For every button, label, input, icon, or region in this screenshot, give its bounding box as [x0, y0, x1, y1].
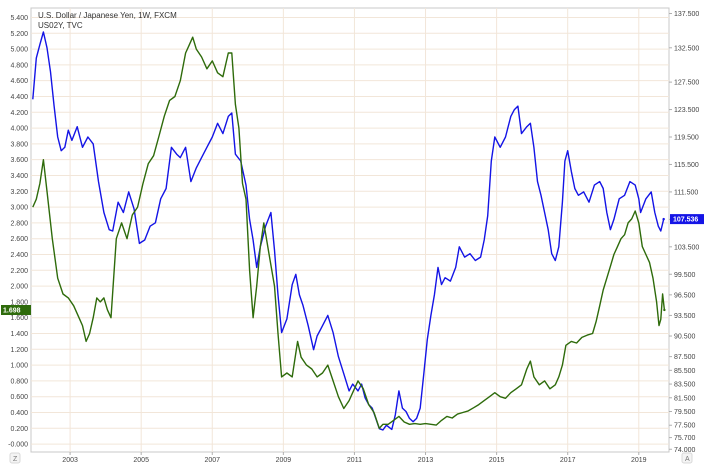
right-tick-label: 75.700 — [674, 435, 696, 442]
left-tick-label: 2.400 — [10, 252, 28, 259]
right-tick-label: 137.500 — [674, 11, 699, 18]
left-tick-label: 1.200 — [10, 347, 28, 354]
left-last-value-bg — [1, 305, 31, 315]
timezone-button-bg — [9, 452, 21, 464]
left-price-axis[interactable]: -0.000 0.200 0.400 0.600 0.800 1.000 1.200 1.40… — [8, 15, 28, 449]
right-tick-label: 87.500 — [674, 354, 696, 361]
right-tick-label: 111.500 — [674, 189, 698, 196]
right-tick-label: 96.500 — [674, 292, 696, 299]
us02y-series-line[interactable] — [32, 36, 666, 429]
left-tick-label: 3.800 — [10, 141, 28, 148]
left-tick-label: -0.000 — [8, 442, 28, 449]
left-tick-label: 5.200 — [10, 31, 28, 38]
usdjpy-last-point — [662, 217, 665, 221]
right-tick-label: 99.500 — [674, 272, 696, 279]
x-tick-label: 2007 — [204, 457, 220, 464]
right-tick-label: 85.500 — [674, 368, 696, 375]
right-tick-label: 79.500 — [674, 409, 696, 416]
plot-area-border — [30, 7, 670, 453]
right-tick-label: 103.500 — [674, 244, 699, 251]
x-tick-label: 2013 — [418, 457, 434, 464]
x-tick-label: 2005 — [133, 457, 149, 464]
x-tick-label: 2019 — [631, 457, 647, 464]
left-tick-label: 1.000 — [10, 363, 28, 370]
left-tick-label: 1.400 — [10, 331, 28, 338]
chart-subtitle: US02Y, TVC — [38, 21, 83, 30]
chart-legend: U.S. Dollar / Japanese Yen, 1W, FXCM US0… — [38, 11, 177, 30]
left-last-value-badge: 1.698 — [1, 305, 31, 315]
left-tick-label: 4.200 — [10, 110, 28, 117]
left-tick-label: 1.600 — [10, 315, 28, 322]
left-tick-label: 0.600 — [10, 394, 28, 401]
chart-title: U.S. Dollar / Japanese Yen, 1W, FXCM — [38, 11, 177, 20]
timezone-button-label: Z — [13, 456, 18, 463]
left-tick-label: 0.800 — [10, 378, 28, 385]
left-tick-label: 4.000 — [10, 126, 28, 133]
left-tick-label: 5.400 — [10, 15, 28, 22]
timezone-button[interactable]: Z — [9, 452, 21, 464]
right-tick-label: 119.500 — [674, 135, 699, 142]
right-tick-label: 77.500 — [674, 423, 696, 430]
left-tick-label: 3.200 — [10, 189, 28, 196]
series-layer[interactable] — [32, 31, 666, 431]
left-tick-label: 2.200 — [10, 268, 28, 275]
right-tick-label: 90.500 — [674, 334, 696, 341]
left-tick-label: 2.600 — [10, 236, 28, 243]
x-tick-label: 2011 — [347, 457, 362, 464]
x-tick-label: 2003 — [62, 457, 78, 464]
left-tick-label: 5.000 — [10, 47, 28, 54]
right-tick-label: 132.500 — [674, 45, 699, 52]
x-tick-label: 2017 — [560, 457, 576, 464]
left-tick-label: 2.000 — [10, 284, 28, 291]
left-tick-label: 1.800 — [10, 299, 28, 306]
time-axis[interactable]: 2003 2005 2007 2009 2011 2013 2015 2017 2019 — [62, 452, 647, 464]
x-tick-label: 2015 — [489, 457, 505, 464]
right-tick-label: 93.500 — [674, 313, 696, 320]
right-last-value-badge: 107.536 — [670, 214, 704, 225]
left-tick-label: 0.200 — [10, 426, 28, 433]
right-tick-label: 115.500 — [674, 162, 699, 169]
left-tick-label: 3.000 — [10, 205, 28, 212]
auto-scale-button-label: A — [685, 456, 690, 463]
left-tick-label: 3.600 — [10, 157, 28, 164]
right-tick-label: 83.500 — [674, 382, 696, 389]
left-tick-label: 3.400 — [10, 173, 28, 180]
right-price-axis[interactable]: 74.000 75.700 77.500 79.500 81.500 83.500 85.5… — [669, 11, 699, 454]
right-last-value-label: 107.536 — [673, 217, 698, 224]
right-tick-label: 74.000 — [674, 447, 696, 454]
grid-lines — [31, 8, 669, 452]
us02y-last-point — [663, 308, 666, 312]
left-tick-label: 4.600 — [10, 78, 28, 85]
left-last-value-label: 1.698 — [3, 308, 21, 315]
auto-scale-button[interactable]: A — [681, 452, 693, 464]
left-tick-label: 2.800 — [10, 220, 28, 227]
left-tick-label: 4.800 — [10, 62, 28, 69]
auto-scale-button-bg — [681, 452, 693, 464]
right-tick-label: 123.500 — [674, 107, 699, 114]
right-tick-label: 127.500 — [674, 80, 699, 87]
right-last-value-bg — [670, 214, 704, 225]
x-tick-label: 2009 — [276, 457, 292, 464]
left-tick-label: 0.400 — [10, 410, 28, 417]
left-tick-label: 4.400 — [10, 94, 28, 101]
right-tick-label: 81.500 — [674, 395, 696, 402]
